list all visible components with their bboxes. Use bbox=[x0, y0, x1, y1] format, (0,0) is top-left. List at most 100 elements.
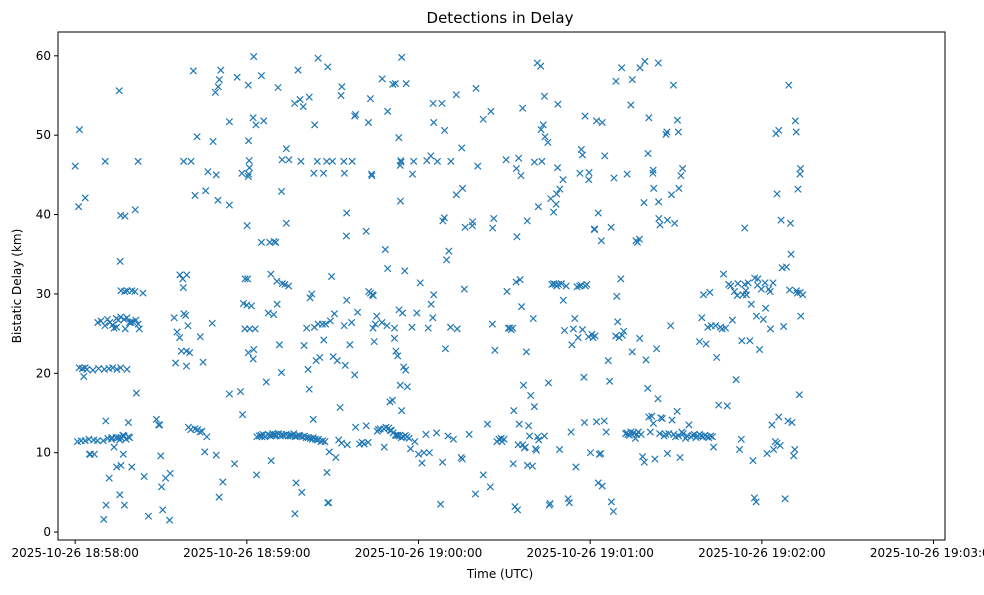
data-point bbox=[93, 437, 102, 445]
data-point bbox=[236, 387, 245, 396]
data-point bbox=[272, 238, 280, 246]
data-point bbox=[278, 279, 286, 288]
data-point bbox=[119, 450, 127, 458]
data-point bbox=[304, 365, 312, 373]
data-point bbox=[108, 433, 116, 442]
data-point bbox=[723, 402, 731, 410]
data-point bbox=[460, 285, 468, 293]
data-point bbox=[144, 512, 153, 520]
data-point bbox=[124, 418, 133, 427]
data-point bbox=[759, 315, 767, 323]
data-point bbox=[552, 200, 560, 208]
data-point bbox=[571, 314, 579, 323]
data-point bbox=[113, 365, 121, 373]
x-tick-label: 2025-10-26 18:58:00 bbox=[11, 546, 138, 560]
x-axis: 2025-10-26 18:58:00 2025-10-26 18:59:00 20… bbox=[11, 540, 984, 560]
data-point bbox=[303, 324, 311, 332]
data-point bbox=[370, 337, 378, 346]
data-point bbox=[245, 164, 254, 172]
data-point bbox=[537, 126, 545, 134]
data-point bbox=[132, 316, 140, 324]
data-point bbox=[184, 322, 192, 330]
data-point bbox=[348, 157, 356, 166]
data-point bbox=[310, 169, 318, 177]
data-point bbox=[281, 280, 289, 289]
data-point bbox=[742, 287, 750, 295]
data-point bbox=[583, 280, 591, 289]
data-point bbox=[212, 451, 220, 459]
data-point bbox=[351, 371, 359, 379]
x-tick-label: 2025-10-26 19:01:00 bbox=[526, 546, 653, 560]
data-point bbox=[663, 128, 671, 136]
data-point bbox=[341, 361, 349, 369]
data-point bbox=[449, 435, 458, 443]
data-point bbox=[791, 445, 799, 454]
data-point bbox=[244, 137, 253, 145]
data-point bbox=[597, 449, 605, 458]
data-point bbox=[791, 117, 799, 125]
data-point bbox=[633, 238, 642, 246]
data-point bbox=[177, 347, 185, 355]
data-point bbox=[763, 449, 771, 458]
data-point bbox=[512, 164, 521, 173]
data-point bbox=[291, 99, 299, 108]
data-point bbox=[243, 222, 251, 230]
data-point bbox=[474, 162, 482, 170]
data-point bbox=[773, 190, 781, 198]
data-point bbox=[721, 324, 730, 332]
data-point bbox=[679, 430, 687, 438]
data-point bbox=[230, 460, 239, 468]
data-point bbox=[308, 290, 316, 298]
data-point bbox=[574, 333, 582, 342]
data-point bbox=[267, 270, 275, 278]
data-point bbox=[458, 455, 466, 463]
data-point bbox=[159, 506, 167, 514]
data-point bbox=[397, 156, 405, 165]
data-point bbox=[343, 296, 351, 304]
data-point bbox=[212, 171, 220, 179]
data-point bbox=[553, 190, 561, 198]
data-point bbox=[519, 381, 528, 389]
data-point bbox=[343, 209, 351, 217]
data-point bbox=[323, 157, 331, 166]
data-point bbox=[191, 425, 199, 433]
data-point bbox=[346, 341, 354, 349]
data-point bbox=[123, 365, 131, 373]
data-point bbox=[541, 133, 549, 141]
data-point bbox=[628, 348, 636, 356]
data-point bbox=[116, 257, 124, 266]
data-point bbox=[326, 317, 335, 325]
data-point bbox=[246, 325, 254, 333]
data-point bbox=[81, 437, 89, 445]
data-point bbox=[155, 421, 164, 429]
data-point bbox=[751, 274, 759, 282]
data-point bbox=[267, 457, 275, 465]
data-point bbox=[540, 92, 549, 100]
data-point bbox=[273, 277, 281, 285]
data-point bbox=[715, 401, 723, 409]
data-point bbox=[753, 281, 762, 289]
data-point bbox=[113, 463, 121, 471]
data-point bbox=[117, 364, 125, 372]
data-point bbox=[121, 287, 129, 296]
x-tick-label: 2025-10-26 19:00:00 bbox=[355, 546, 482, 560]
data-point bbox=[519, 104, 527, 112]
data-point bbox=[101, 322, 109, 330]
data-point bbox=[95, 364, 103, 373]
data-point bbox=[214, 83, 222, 91]
data-point bbox=[257, 238, 266, 246]
data-point bbox=[557, 279, 565, 288]
data-point bbox=[364, 438, 372, 446]
data-point bbox=[429, 99, 437, 108]
data-point bbox=[491, 346, 499, 354]
data-point bbox=[602, 428, 610, 436]
data-point bbox=[115, 87, 123, 95]
data-point bbox=[388, 396, 397, 404]
data-point bbox=[244, 172, 252, 181]
data-point bbox=[422, 430, 430, 439]
data-point bbox=[444, 432, 452, 440]
data-point bbox=[189, 67, 197, 75]
data-point bbox=[568, 341, 576, 349]
data-point bbox=[529, 314, 537, 323]
x-axis-label: Time (UTC) bbox=[466, 567, 533, 581]
